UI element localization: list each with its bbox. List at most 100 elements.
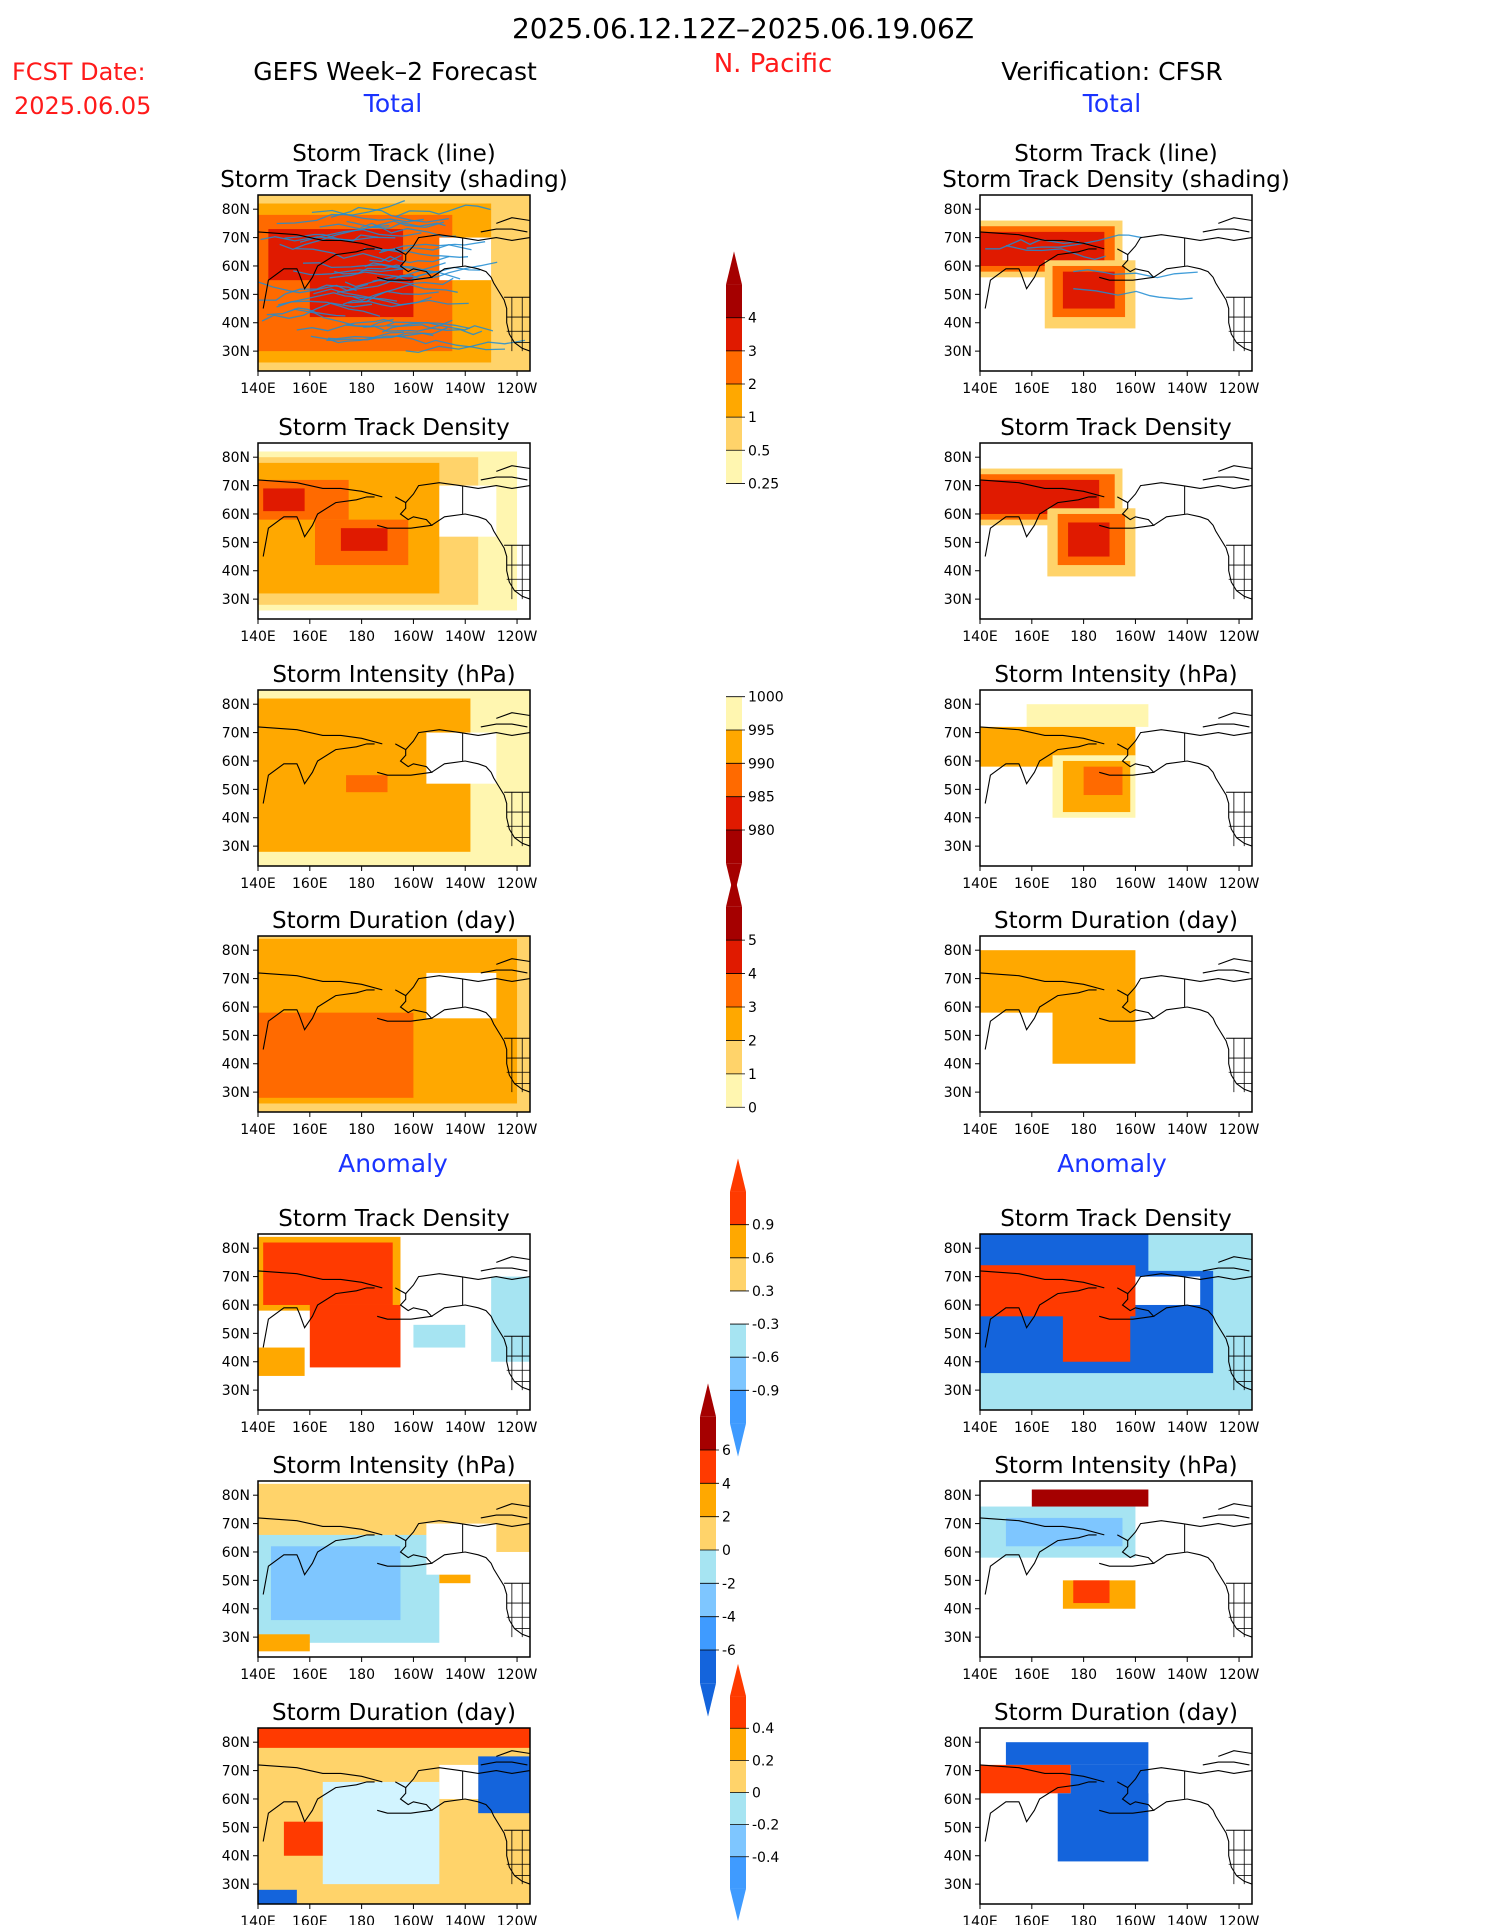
x-tick-label: 140W — [1167, 1420, 1208, 1436]
y-tick-label: 50N — [222, 287, 250, 303]
coastline — [377, 1287, 433, 1320]
colorbar-swatch — [726, 796, 742, 830]
storm-track-line — [259, 284, 357, 301]
storm-track-line — [329, 270, 442, 279]
coastline — [1099, 1781, 1155, 1814]
panel-title: Storm Duration (day) — [994, 908, 1238, 934]
y-tick-label: 50N — [222, 1820, 250, 1836]
shading-region — [1026, 704, 1149, 727]
coastline — [405, 1767, 530, 1788]
coastline — [1218, 1750, 1252, 1757]
x-tick-label: 160E — [292, 381, 328, 397]
y-tick-label: 50N — [944, 535, 972, 551]
panel-cfsr-3: Storm Duration (day) 140E 160E 180 160W 140W 1… — [944, 908, 1260, 1138]
colorbar-label: 4 — [722, 1476, 731, 1492]
anomaly-label-left: Anomaly — [338, 1149, 448, 1178]
storm-track-line — [279, 225, 390, 250]
x-tick-label: 160W — [393, 1914, 434, 1925]
y-tick-label: 30N — [944, 1085, 972, 1101]
panel-title: Storm Track Density — [278, 1206, 509, 1232]
colorbar-label: 6 — [722, 1443, 731, 1459]
y-tick-label: 80N — [944, 202, 972, 218]
storm-track-line — [278, 292, 398, 306]
shading-region — [258, 1889, 297, 1904]
coastline — [262, 248, 375, 309]
x-tick-label: 120W — [1219, 1420, 1260, 1436]
colorbar-swatch — [730, 1792, 746, 1825]
x-tick-label: 120W — [497, 629, 538, 645]
x-tick-label: 120W — [497, 381, 538, 397]
colorbar-arrow-top — [726, 873, 742, 907]
colorbar-label: -2 — [722, 1576, 736, 1592]
coastline — [1127, 234, 1252, 255]
y-tick-label: 30N — [222, 592, 250, 608]
coastline — [405, 729, 530, 750]
coastline — [262, 1781, 375, 1842]
coastline — [1202, 1761, 1250, 1766]
panel-field — [258, 443, 530, 619]
y-tick-label: 40N — [944, 1849, 972, 1865]
coastline — [984, 248, 1097, 309]
x-tick-label: 160W — [1115, 876, 1156, 892]
x-tick-label: 180 — [1070, 1667, 1097, 1683]
storm-track-line — [345, 321, 470, 330]
x-tick-label: 140W — [1167, 629, 1208, 645]
shading-region — [1005, 1742, 1149, 1765]
fcst-date-label: FCST Date: — [12, 58, 146, 86]
coastline — [405, 975, 530, 996]
x-tick-label: 180 — [348, 1420, 375, 1436]
y-tick-label: 60N — [944, 1000, 972, 1016]
colorbar-label: 0.9 — [752, 1218, 774, 1234]
coastline — [1218, 712, 1252, 719]
storm-track-line — [261, 302, 373, 322]
storm-track-line — [372, 266, 481, 282]
coastline — [377, 1534, 433, 1567]
coastline — [480, 1514, 528, 1519]
colorbar-label: 985 — [748, 790, 775, 806]
colorbar-label: 5 — [748, 933, 757, 949]
y-tick-label: 80N — [222, 1488, 250, 1504]
panel-frame — [257, 689, 531, 867]
colorbar-swatch — [726, 417, 742, 451]
coastline — [431, 1551, 530, 1638]
x-tick-label: 140W — [1167, 1122, 1208, 1138]
colorbar-label: 0.3 — [752, 1284, 774, 1300]
colorbar-swatch — [700, 1616, 716, 1650]
x-tick-label: 140W — [1167, 1667, 1208, 1683]
x-tick-label: 120W — [497, 1420, 538, 1436]
y-tick-label: 30N — [944, 1877, 972, 1893]
colorbar-intensity-total: 1000 995 990 985 980 — [726, 690, 784, 897]
y-tick-label: 30N — [222, 839, 250, 855]
colorbar-label: 995 — [748, 723, 775, 739]
x-tick-label: 180 — [348, 1914, 375, 1925]
coastline — [496, 1256, 530, 1263]
y-tick-label: 70N — [944, 231, 972, 247]
coastline — [1099, 743, 1155, 776]
y-tick-label: 70N — [222, 726, 250, 742]
x-tick-label: 140E — [962, 381, 998, 397]
panel-frame — [979, 442, 1253, 620]
colorbar-label: 0 — [752, 1786, 761, 1802]
colorbar-label: 980 — [748, 823, 775, 839]
panel-gefs-3: Storm Duration (day) 140E 160E 180 160W 140W 1… — [222, 908, 538, 1138]
colorbar-label: -0.2 — [752, 1818, 779, 1834]
coastline — [377, 248, 433, 281]
y-tick-label: 30N — [944, 344, 972, 360]
y-tick-label: 80N — [222, 202, 250, 218]
coastline — [1099, 496, 1155, 529]
storm-track-line — [405, 339, 526, 354]
y-tick-label: 50N — [944, 1028, 972, 1044]
coastline — [980, 726, 1105, 745]
shading-region — [263, 1242, 393, 1305]
panel-title: Storm Track (line) — [1014, 141, 1217, 167]
x-tick-label: 160E — [1014, 629, 1050, 645]
coastline — [1099, 989, 1155, 1022]
y-tick-label: 30N — [944, 839, 972, 855]
panel-gefs-0: Storm Track (line)Storm Track Density (s… — [220, 141, 567, 397]
y-tick-label: 60N — [222, 754, 250, 770]
y-tick-label: 70N — [944, 1517, 972, 1533]
y-tick-label: 70N — [944, 972, 972, 988]
colorbar-label: 990 — [748, 756, 775, 772]
panel-field — [980, 195, 1252, 371]
storm-track-line — [399, 261, 498, 280]
